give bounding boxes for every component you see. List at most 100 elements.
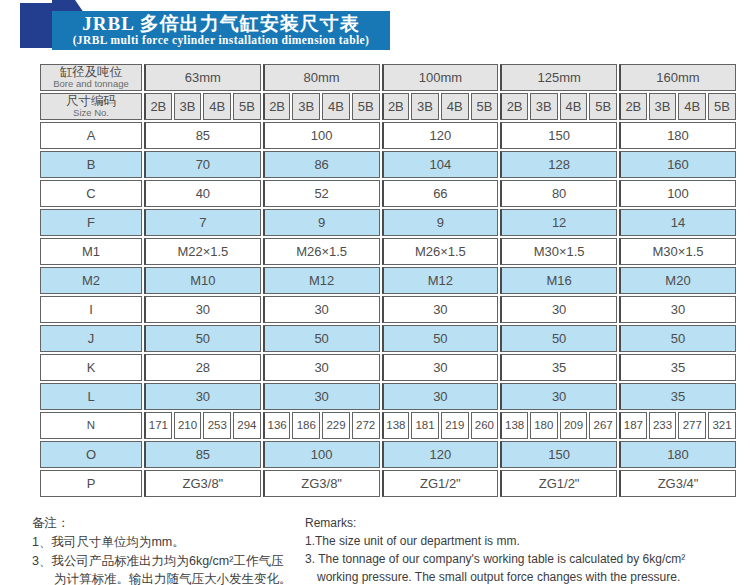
dim-value-cell: ZG3/8" [263, 470, 380, 497]
dim-value-cell: 180 [530, 412, 558, 439]
dim-value-cell: 86 [263, 151, 380, 178]
corner-label-zh: 缸径及吨位 [41, 65, 141, 79]
table-row: N171210253294136186229272138181219260138… [40, 412, 736, 439]
dim-value-cell: 28 [144, 354, 261, 381]
dim-value-cell: 100 [619, 180, 736, 207]
dim-value-cell: 160 [619, 151, 736, 178]
dim-value-cell: 30 [263, 383, 380, 410]
size-no-label-en: Size No. [41, 108, 141, 118]
dim-value-cell: 35 [500, 354, 617, 381]
dim-value-cell: 50 [500, 325, 617, 352]
subcol-header-cell: 4B [678, 93, 706, 120]
dim-value-cell: 50 [382, 325, 499, 352]
dim-value-cell: ZG1/2" [382, 470, 499, 497]
dim-value-cell: 30 [382, 354, 499, 381]
table-body: 缸径及吨位Bore and tonnage63mm80mm100mm125mm1… [40, 64, 736, 497]
dim-value-cell: ZG3/4" [619, 470, 736, 497]
dim-value-cell: 100 [263, 441, 380, 468]
table-row: M2M10M12M12M16M20 [40, 267, 736, 294]
dim-value-cell: M26×1.5 [263, 238, 380, 265]
dim-value-cell: 120 [382, 122, 499, 149]
dim-value-cell: 40 [144, 180, 261, 207]
dim-value-cell: 30 [500, 383, 617, 410]
note-line: 1.The size unit of our department is mm. [305, 532, 750, 550]
subcol-header-cell: 4B [322, 93, 350, 120]
dim-value-cell: 210 [174, 412, 202, 439]
dim-value-cell: M22×1.5 [144, 238, 261, 265]
subcol-header-cell: 4B [203, 93, 231, 120]
dimension-table: 缸径及吨位Bore and tonnage63mm80mm100mm125mm1… [38, 62, 738, 499]
dim-value-cell: 171 [144, 412, 172, 439]
table-row: O85100120150180 [40, 441, 736, 468]
dim-value-cell: 267 [589, 412, 617, 439]
subcol-header-cell: 2B [144, 93, 172, 120]
subcol-header-cell: 3B [530, 93, 558, 120]
dim-value-cell: 253 [203, 412, 231, 439]
group-header-cell: 160mm [619, 64, 736, 91]
dim-value-cell: 7 [144, 209, 261, 236]
row-label-cell: C [40, 180, 142, 207]
dim-value-cell: 30 [263, 354, 380, 381]
note-line: 3、我公司产品标准出力均为6kg/cm²工作气压 [32, 552, 304, 571]
dim-value-cell: M30×1.5 [500, 238, 617, 265]
subcol-header-cell: 5B [233, 93, 261, 120]
dim-value-cell: 66 [382, 180, 499, 207]
table-row: J5050505050 [40, 325, 736, 352]
dim-value-cell: 294 [233, 412, 261, 439]
dim-value-cell: 186 [292, 412, 320, 439]
dim-value-cell: 120 [382, 441, 499, 468]
subcol-header-cell: 3B [292, 93, 320, 120]
dim-value-cell: 50 [263, 325, 380, 352]
table-subheader-row: 尺寸编码Size No.2B3B4B5B2B3B4B5B2B3B4B5B2B3B… [40, 93, 736, 120]
dim-value-cell: M26×1.5 [382, 238, 499, 265]
size-no-label-zh: 尺寸编码 [41, 94, 141, 108]
dim-value-cell: 14 [619, 209, 736, 236]
dim-value-cell: 30 [144, 383, 261, 410]
row-label-cell: A [40, 122, 142, 149]
subcol-header-cell: 2B [263, 93, 291, 120]
dim-value-cell: 136 [263, 412, 291, 439]
dim-value-cell: M16 [500, 267, 617, 294]
row-label-cell: P [40, 470, 142, 497]
table-row: A85100120150180 [40, 122, 736, 149]
group-header-cell: 125mm [500, 64, 617, 91]
subcol-header-cell: 5B [589, 93, 617, 120]
dim-value-cell: 85 [144, 441, 261, 468]
row-label-cell: N [40, 412, 142, 439]
dim-value-cell: 229 [322, 412, 350, 439]
subcol-header-cell: 3B [411, 93, 439, 120]
subcol-header-cell: 2B [619, 93, 647, 120]
dim-value-cell: 9 [263, 209, 380, 236]
dim-value-cell: 104 [382, 151, 499, 178]
subcol-header-cell: 5B [352, 93, 380, 120]
subcol-header-cell: 5B [708, 93, 736, 120]
dim-value-cell: 138 [382, 412, 410, 439]
page-title-en: (JRBL multi force cylinder installation … [73, 34, 370, 48]
size-no-cell: 尺寸编码Size No. [40, 93, 142, 120]
table-row: PZG3/8"ZG3/8"ZG1/2"ZG1/2"ZG3/4" [40, 470, 736, 497]
row-label-cell: M2 [40, 267, 142, 294]
row-label-cell: L [40, 383, 142, 410]
table-header-row: 缸径及吨位Bore and tonnage63mm80mm100mm125mm1… [40, 64, 736, 91]
dim-value-cell: 30 [619, 296, 736, 323]
dim-value-cell: M10 [144, 267, 261, 294]
dim-value-cell: 187 [619, 412, 647, 439]
dim-value-cell: 150 [500, 122, 617, 149]
row-label-cell: I [40, 296, 142, 323]
dim-value-cell: 277 [678, 412, 706, 439]
dim-value-cell: 35 [619, 383, 736, 410]
row-label-cell: F [40, 209, 142, 236]
notes-zh: 备注： 1、我司尺寸单位均为mm。3、我公司产品标准出力均为6kg/cm²工作气… [32, 514, 304, 585]
group-header-cell: 80mm [263, 64, 380, 91]
group-header-cell: 63mm [144, 64, 261, 91]
dim-value-cell: 30 [500, 296, 617, 323]
subcol-header-cell: 2B [500, 93, 528, 120]
dim-value-cell: M20 [619, 267, 736, 294]
dim-value-cell: ZG3/8" [144, 470, 261, 497]
subcol-header-cell: 2B [382, 93, 410, 120]
subcol-header-cell: 4B [441, 93, 469, 120]
table-row: C40526680100 [40, 180, 736, 207]
dim-value-cell: 321 [708, 412, 736, 439]
dim-value-cell: 260 [471, 412, 499, 439]
row-label-cell: J [40, 325, 142, 352]
